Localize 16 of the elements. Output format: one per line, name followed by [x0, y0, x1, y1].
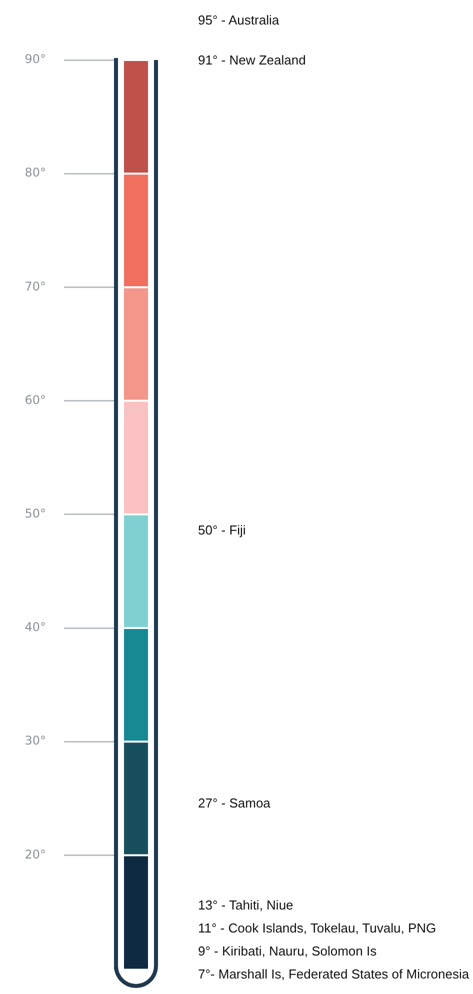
text: 95° - Australia	[198, 12, 280, 28]
y-tick-label: 40°	[24, 620, 46, 634]
text: 11° - Cook Islands, Tokelau, Tuvalu, PNG	[198, 920, 436, 936]
text: 27° - Samoa	[198, 796, 270, 810]
y-tick-label: 80°	[24, 166, 46, 180]
text: 13° - Tahiti, Niue	[198, 898, 294, 912]
y-tick-label: 70°	[24, 279, 46, 294]
text: 91° - New Zealand	[198, 52, 306, 68]
text: 50° - Fiji	[198, 522, 246, 538]
y-tick-label: 30°	[24, 734, 46, 748]
y-tick-label: 60°	[24, 392, 46, 407]
y-tick-label: 90°	[24, 52, 46, 66]
text: 9° - Kiribati, Nauru, Solomon Is	[198, 944, 377, 958]
text: 7°- Marshall Is, Federated States of Micronesia	[198, 966, 470, 982]
y-tick-label: 50°	[24, 506, 46, 521]
y-tick-label: 20°	[24, 847, 46, 862]
